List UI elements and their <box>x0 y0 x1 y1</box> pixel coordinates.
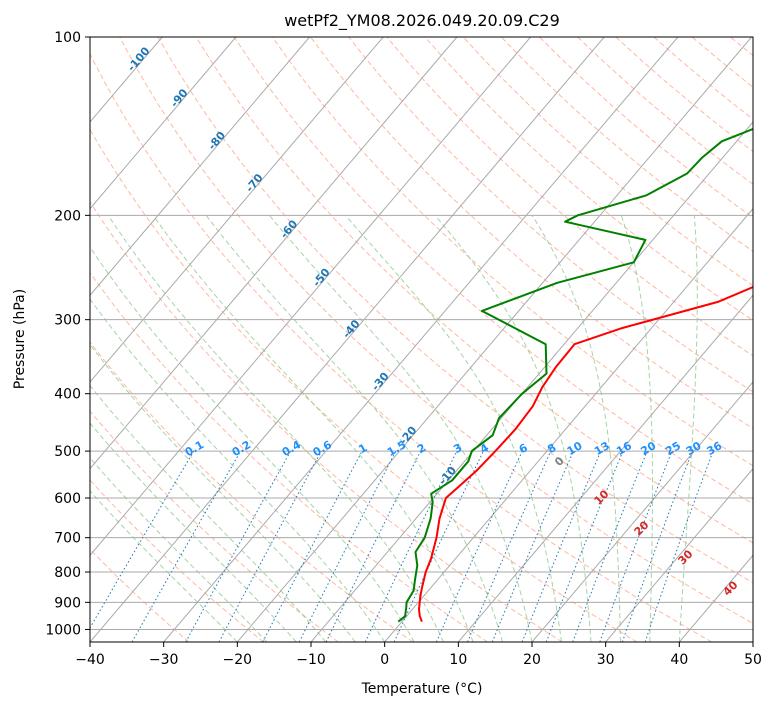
y-tick-label: 300 <box>54 313 81 329</box>
isotherm <box>90 37 605 642</box>
y-tick-label: 1000 <box>45 622 81 638</box>
mixing-ratio-line <box>599 450 673 642</box>
moist-adiabat <box>90 343 356 642</box>
mixing-ratio-line <box>218 450 322 642</box>
mixing-ratio-line <box>545 450 624 642</box>
mixing-ratio-line <box>572 450 648 642</box>
dry-adiabat <box>386 37 753 357</box>
dry-adiabat <box>462 37 753 287</box>
dry-adiabat <box>90 479 264 642</box>
moist-adiabat <box>90 298 386 642</box>
mixing-ratio-line <box>644 450 714 642</box>
x-tick-label: 30 <box>597 652 615 668</box>
moist-adiabat <box>90 384 327 642</box>
dewpoint-line <box>397 127 753 623</box>
moist-adiabat <box>90 457 268 642</box>
x-tick-label: 20 <box>523 652 541 668</box>
plot-frame <box>89 36 754 643</box>
mixing-ratio-line <box>621 450 693 642</box>
isotherm <box>384 207 753 642</box>
mixing-ratio-line <box>491 450 574 642</box>
moist-adiabat <box>269 214 533 642</box>
mixing-ratio-line <box>467 450 552 642</box>
y-tick-label: 400 <box>54 387 81 403</box>
x-axis: −40 −30 −20 −10 0 10 20 30 40 50 <box>75 642 762 668</box>
y-tick-label: 700 <box>54 531 81 547</box>
isotherm <box>90 37 458 470</box>
x-tick-label: −10 <box>296 652 326 668</box>
isotherm <box>457 294 753 642</box>
x-tick-label: −40 <box>75 652 105 668</box>
y-tick-label: 200 <box>54 208 81 224</box>
isotherm <box>90 37 237 210</box>
temperature-line <box>418 286 753 622</box>
dry-adiabat <box>90 410 339 642</box>
y-tick-label: 800 <box>54 565 81 581</box>
moist-adiabat <box>620 215 653 642</box>
moist-adiabat <box>531 215 621 642</box>
isotherm <box>236 37 752 642</box>
dry-adiabat <box>233 37 753 505</box>
isotherm <box>531 381 753 642</box>
y-tick-label: 500 <box>54 444 81 460</box>
dry-adiabat <box>310 37 753 430</box>
isotherm <box>310 121 753 642</box>
dry-adiabat <box>119 37 753 624</box>
moist-adiabat <box>90 490 238 642</box>
background-lines <box>90 37 775 642</box>
moist-adiabat <box>678 215 698 642</box>
series-lines <box>397 127 753 623</box>
moist-adiabat <box>90 246 415 642</box>
y-tick-label: 100 <box>54 30 81 46</box>
x-axis-label: Temperature (°C) <box>361 681 483 697</box>
dry-adiabat <box>90 128 638 642</box>
moist-adiabat <box>205 214 503 642</box>
isotherm <box>90 37 384 383</box>
x-tick-label: 40 <box>670 652 688 668</box>
moist-adiabat <box>345 214 562 642</box>
dry-adiabat <box>157 37 753 584</box>
y-axis: 1000 900 800 700 600 500 400 300 200 100 <box>45 30 90 638</box>
chart-title: wetPf2_YM08.2026.049.20.09.C29 <box>284 11 560 31</box>
moist-adiabat <box>152 215 474 642</box>
x-tick-label: −20 <box>223 652 253 668</box>
mixing-ratio-line <box>521 450 602 642</box>
dry-adiabat <box>271 37 753 467</box>
dry-adiabat <box>768 37 775 642</box>
mixing-ratio-line <box>325 450 422 642</box>
x-tick-label: −30 <box>149 652 179 668</box>
x-tick-label: 50 <box>744 652 762 668</box>
mixing-ratio-line <box>435 450 523 642</box>
dry-adiabat <box>90 201 563 642</box>
y-axis-label: Pressure (hPa) <box>12 289 28 389</box>
plot-background <box>90 37 753 642</box>
isotherm <box>90 37 531 557</box>
moist-adiabat <box>90 422 297 642</box>
mixing-ratio-line <box>185 450 292 642</box>
moist-adiabat <box>107 215 445 642</box>
isotherm <box>752 641 753 642</box>
y-tick-label: 900 <box>54 595 81 611</box>
x-tick-label: 10 <box>449 652 467 668</box>
y-tick-label: 600 <box>54 491 81 507</box>
dry-adiabat <box>424 37 753 322</box>
x-tick-label: 0 <box>380 652 389 668</box>
isotherm <box>605 467 753 642</box>
isotherm <box>163 37 679 642</box>
mixing-ratio-line <box>298 450 397 642</box>
dry-adiabat <box>90 271 488 642</box>
moist-adiabat <box>434 214 592 642</box>
isotherm <box>90 37 310 297</box>
